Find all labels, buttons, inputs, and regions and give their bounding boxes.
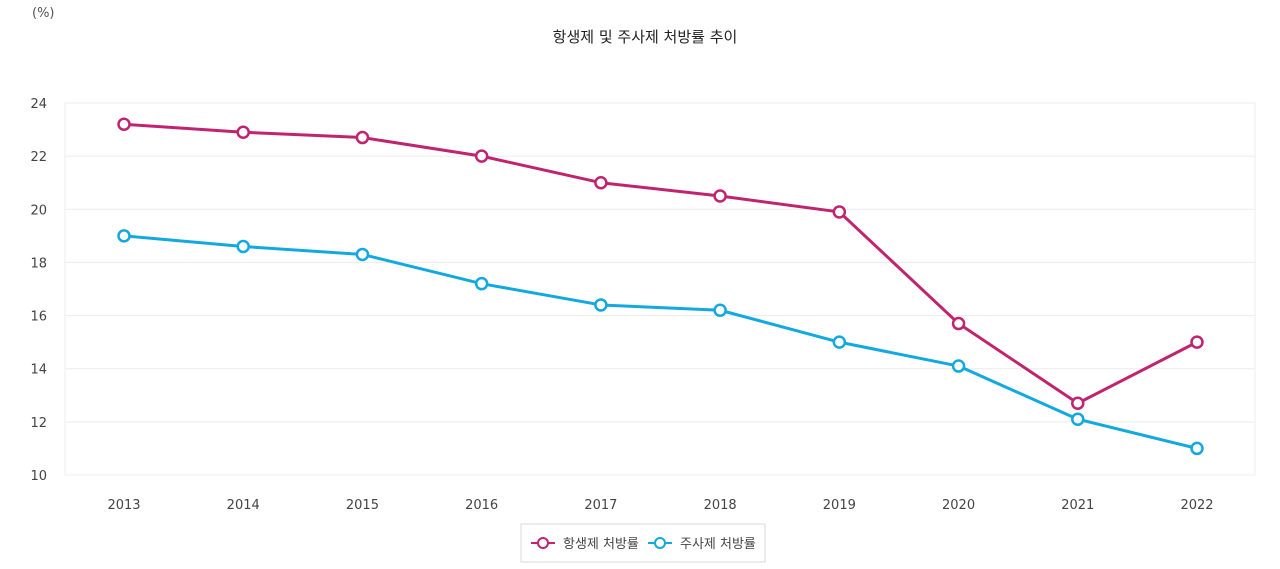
- x-tick-label-2019: 2019: [823, 498, 856, 513]
- y-tick-label-14: 14: [30, 363, 47, 378]
- series-group: [117, 117, 1204, 456]
- series-2-point-2014: [236, 239, 250, 254]
- x-tick-label-2016: 2016: [465, 498, 498, 513]
- series-1-point-2020: [951, 316, 966, 331]
- series-1-point-2018: [713, 189, 727, 203]
- legend-box: [520, 523, 766, 563]
- y-tick-label-22: 22: [30, 150, 47, 165]
- y-axis-ticks: 10 12 14 16 18 20 22 24: [30, 97, 47, 484]
- y-tick-label-16: 16: [30, 310, 47, 325]
- x-tick-label-2020: 2020: [942, 498, 975, 513]
- series-1-point-2014: [236, 125, 250, 139]
- series-line-1: [122, 122, 1199, 405]
- legend-label-1: 항생제 처방률: [563, 537, 639, 552]
- series-1-point-2019: [832, 205, 847, 219]
- series-2-point-2019: [832, 335, 847, 349]
- series-1-point-2016: [474, 149, 489, 163]
- legend: 항생제 처방률 주사제 처방률: [520, 523, 766, 563]
- series-1-point-2022: [1190, 335, 1204, 349]
- series-2-point-2020: [951, 359, 966, 373]
- series-2-point-2016: [474, 276, 489, 291]
- legend-label-2: 주사제 처방률: [680, 537, 756, 552]
- x-tick-label-2022: 2022: [1180, 498, 1213, 513]
- series-2-point-2015: [355, 247, 370, 262]
- legend-marker-2: [654, 537, 666, 549]
- series-2-point-2017: [594, 298, 608, 312]
- series-2-point-2022: [1190, 441, 1204, 456]
- series-1-point-2013: [117, 117, 131, 132]
- x-axis-ticks: 2013 2014 2015 2016 2017 2018 2019 2020 2021 2022: [107, 498, 1213, 513]
- grid: [64, 102, 1256, 476]
- series-1-point-2017: [594, 175, 608, 190]
- x-tick-label-2015: 2015: [346, 498, 379, 513]
- x-tick-label-2018: 2018: [704, 498, 737, 513]
- series-line-2: [122, 234, 1199, 450]
- series-2-point-2013: [117, 229, 131, 243]
- y-tick-label-24: 24: [30, 97, 47, 112]
- series-2-point-2021: [1071, 412, 1085, 426]
- y-tick-label-20: 20: [30, 203, 47, 218]
- y-axis-unit-label: (%): [32, 6, 55, 21]
- x-tick-label-2014: 2014: [227, 498, 260, 513]
- legend-marker-1: [537, 537, 549, 549]
- y-tick-label-18: 18: [30, 256, 47, 271]
- x-tick-label-2017: 2017: [584, 498, 617, 513]
- x-tick-label-2021: 2021: [1061, 498, 1094, 513]
- series-2-point-2018: [713, 303, 727, 318]
- series-1-point-2021: [1071, 396, 1085, 411]
- x-tick-label-2013: 2013: [107, 498, 140, 513]
- series-1-point-2015: [355, 130, 370, 145]
- y-tick-label-12: 12: [30, 416, 47, 431]
- chart-title: 항생제 및 주사제 처방률 추이: [553, 28, 738, 46]
- y-tick-label-10: 10: [30, 469, 47, 484]
